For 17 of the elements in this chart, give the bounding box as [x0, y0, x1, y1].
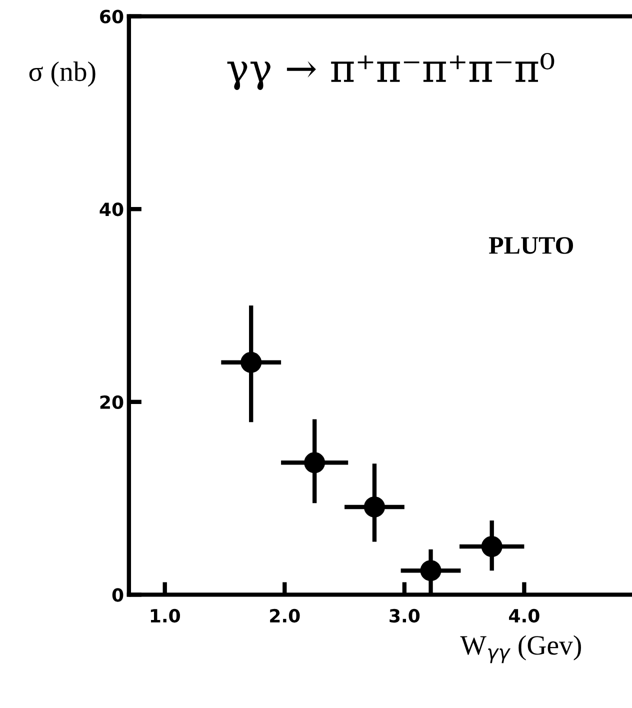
- text: γγ → π⁺π⁻π⁺π⁻π⁰: [227, 53, 554, 90]
- point: [304, 452, 326, 474]
- x-tick-label: 1.0: [150, 608, 180, 623]
- x-tick-label: 3.0: [390, 608, 420, 623]
- x-tick-label: 4.0: [509, 608, 540, 623]
- point: [240, 352, 262, 373]
- y-axis-title: σ (nb): [29, 62, 96, 87]
- x-tick-label: 2.0: [270, 608, 300, 623]
- point: [481, 536, 502, 558]
- point: [364, 496, 385, 518]
- annotation: PLUTO: [488, 237, 574, 254]
- y-tick-label: 20: [100, 395, 124, 410]
- y-tick-label: 0: [112, 588, 124, 602]
- y-tick-label: 60: [100, 10, 124, 24]
- point: [420, 560, 442, 582]
- x-axis-title: W$_{γγ}$ (Gev): [460, 635, 581, 664]
- y-tick-label: 40: [100, 202, 124, 216]
